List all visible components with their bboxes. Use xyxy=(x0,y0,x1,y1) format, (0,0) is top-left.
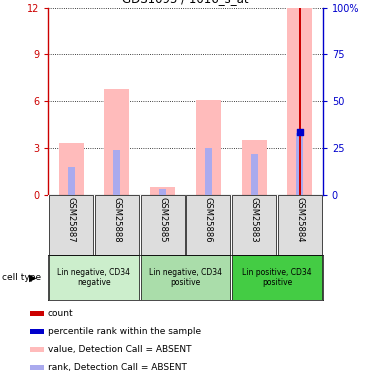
Text: percentile rank within the sample: percentile rank within the sample xyxy=(48,327,201,336)
Bar xyxy=(30,347,44,352)
Text: GSM25888: GSM25888 xyxy=(112,197,121,242)
Bar xyxy=(150,187,175,195)
Bar xyxy=(30,311,44,316)
Text: Lin positive, CD34
positive: Lin positive, CD34 positive xyxy=(242,268,312,287)
Text: value, Detection Call = ABSENT: value, Detection Call = ABSENT xyxy=(48,345,191,354)
Text: GSM25887: GSM25887 xyxy=(67,197,76,242)
Bar xyxy=(196,100,221,195)
Text: Lin negative, CD34
negative: Lin negative, CD34 negative xyxy=(58,268,131,287)
Bar xyxy=(30,365,44,370)
Bar xyxy=(59,144,84,195)
Bar xyxy=(30,329,44,334)
Text: cell type: cell type xyxy=(2,273,41,282)
Bar xyxy=(299,8,301,195)
Text: ▶: ▶ xyxy=(29,273,36,282)
Bar xyxy=(296,132,303,195)
Bar xyxy=(159,189,166,195)
Point xyxy=(297,129,303,135)
Text: rank, Detection Call = ABSENT: rank, Detection Call = ABSENT xyxy=(48,363,187,372)
Bar xyxy=(287,8,312,195)
Text: Lin negative, CD34
positive: Lin negative, CD34 positive xyxy=(149,268,222,287)
Text: GSM25884: GSM25884 xyxy=(295,197,304,242)
Bar xyxy=(141,255,230,300)
Bar xyxy=(232,255,322,300)
Bar xyxy=(186,195,230,255)
Bar xyxy=(95,195,139,255)
Bar xyxy=(141,195,185,255)
Bar xyxy=(104,89,129,195)
Bar xyxy=(205,148,212,195)
Bar xyxy=(68,167,75,195)
Text: GSM25883: GSM25883 xyxy=(250,197,259,242)
Text: GSM25885: GSM25885 xyxy=(158,197,167,242)
Bar xyxy=(242,140,267,195)
Bar xyxy=(114,150,120,195)
Text: count: count xyxy=(48,309,73,318)
Text: GSM25886: GSM25886 xyxy=(204,197,213,242)
Bar xyxy=(232,195,276,255)
Bar xyxy=(49,255,139,300)
Bar xyxy=(49,195,93,255)
Bar xyxy=(251,154,257,195)
Title: GDS1095 / 1016_s_at: GDS1095 / 1016_s_at xyxy=(122,0,249,5)
Bar xyxy=(278,195,322,255)
